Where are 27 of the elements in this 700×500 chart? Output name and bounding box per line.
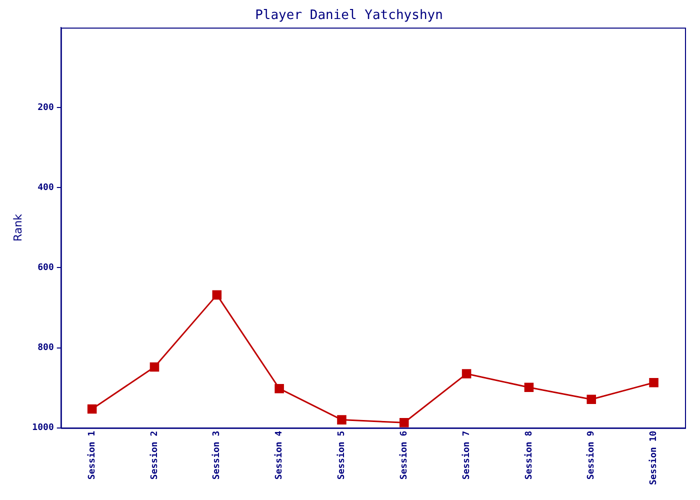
x-tick-label: Session 6 <box>398 430 410 480</box>
y-tick-label: 800 <box>38 343 54 354</box>
y-axis-title: Rank <box>11 213 24 242</box>
point <box>586 394 596 404</box>
x-tick-label: Session 2 <box>148 430 160 480</box>
x-tick-label: Session 9 <box>586 430 597 480</box>
point <box>274 384 284 394</box>
x-tick-label: Session 3 <box>211 430 222 480</box>
point <box>462 369 472 378</box>
point <box>524 382 534 392</box>
x-tick-label: Session 7 <box>460 430 472 480</box>
point <box>212 290 222 300</box>
y-tick-label: 200 <box>38 102 54 113</box>
point <box>649 378 658 388</box>
y-tick-label: 1000 <box>32 423 54 434</box>
point <box>150 362 160 372</box>
x-tick-label: Session 8 <box>523 430 534 480</box>
x-tick-label: Session 10 <box>648 430 660 486</box>
x-tick-label: Session 1 <box>86 430 98 480</box>
point <box>400 418 409 428</box>
point <box>337 415 346 424</box>
y-tick-label: 400 <box>38 183 54 194</box>
point <box>87 404 97 414</box>
y-tick-label: 600 <box>38 263 54 274</box>
x-tick-label: Session 5 <box>336 430 348 480</box>
x-tick-label: Session 4 <box>274 430 285 480</box>
chart-title: Player Daniel Yatchyshyn <box>255 8 443 24</box>
